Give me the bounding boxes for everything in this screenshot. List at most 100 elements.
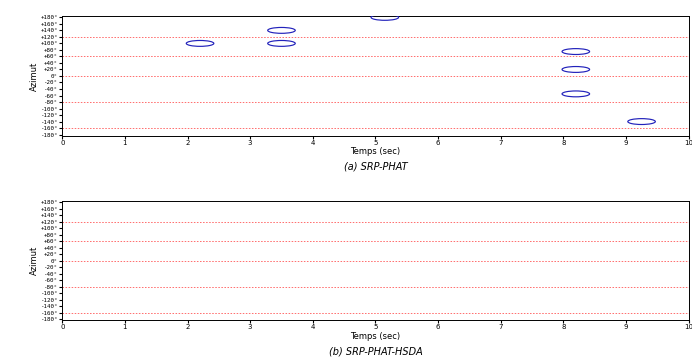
Point bbox=[358, 258, 370, 264]
Point bbox=[544, 284, 555, 289]
Point bbox=[306, 308, 317, 314]
Point bbox=[601, 71, 612, 77]
Point bbox=[492, 52, 503, 58]
Point bbox=[462, 220, 473, 226]
Point bbox=[461, 219, 472, 225]
Point bbox=[149, 217, 160, 223]
Point bbox=[104, 310, 116, 316]
Point bbox=[170, 126, 181, 132]
Point bbox=[655, 73, 666, 79]
Point bbox=[129, 124, 140, 130]
Point bbox=[260, 33, 271, 39]
Point bbox=[116, 310, 127, 316]
Point bbox=[363, 309, 374, 315]
Point bbox=[165, 73, 176, 79]
Point bbox=[432, 310, 444, 316]
Point bbox=[76, 33, 87, 39]
Point bbox=[94, 238, 105, 244]
Point bbox=[541, 312, 552, 318]
Point bbox=[101, 98, 112, 104]
Point bbox=[201, 238, 212, 244]
Point bbox=[451, 283, 462, 289]
Point bbox=[248, 258, 260, 264]
Point bbox=[507, 310, 518, 316]
Point bbox=[220, 285, 231, 291]
Point bbox=[503, 126, 514, 132]
Point bbox=[158, 284, 169, 290]
Point bbox=[466, 52, 477, 58]
Point bbox=[97, 75, 108, 81]
Point bbox=[646, 34, 657, 40]
Point bbox=[363, 34, 374, 40]
Point bbox=[202, 51, 213, 56]
Point bbox=[378, 284, 389, 290]
Point bbox=[235, 310, 246, 316]
Point bbox=[125, 312, 136, 317]
Point bbox=[496, 32, 507, 38]
Point bbox=[152, 99, 163, 105]
Point bbox=[673, 238, 684, 244]
Point bbox=[367, 73, 379, 79]
Point bbox=[459, 53, 471, 59]
Point bbox=[583, 310, 594, 316]
Point bbox=[493, 76, 504, 82]
Point bbox=[282, 35, 293, 40]
Point bbox=[441, 218, 453, 224]
Point bbox=[394, 218, 406, 224]
Point bbox=[442, 124, 453, 130]
Point bbox=[103, 239, 114, 245]
Point bbox=[244, 54, 255, 59]
Point bbox=[396, 217, 407, 223]
Point bbox=[405, 312, 416, 317]
Point bbox=[446, 123, 457, 129]
Point bbox=[606, 309, 617, 315]
Point bbox=[140, 309, 152, 315]
Point bbox=[183, 257, 194, 263]
Point bbox=[628, 218, 639, 224]
Point bbox=[228, 310, 239, 316]
Point bbox=[394, 285, 406, 291]
Point bbox=[114, 99, 125, 104]
Point bbox=[126, 33, 137, 39]
Point bbox=[646, 258, 657, 264]
Point bbox=[534, 310, 545, 316]
Point bbox=[168, 124, 179, 130]
Point bbox=[477, 309, 489, 315]
Point bbox=[321, 99, 332, 105]
Point bbox=[506, 73, 517, 79]
Point bbox=[236, 310, 247, 316]
Point bbox=[631, 309, 642, 315]
Point bbox=[245, 238, 256, 244]
Point bbox=[431, 258, 442, 264]
Point bbox=[145, 53, 156, 59]
Point bbox=[533, 217, 544, 223]
Point bbox=[123, 34, 134, 40]
Point bbox=[325, 310, 336, 316]
Point bbox=[181, 74, 192, 80]
Point bbox=[308, 74, 319, 79]
Point bbox=[202, 73, 213, 79]
Point bbox=[255, 98, 266, 104]
Point bbox=[102, 310, 113, 316]
Point bbox=[80, 309, 91, 315]
Point bbox=[230, 284, 242, 290]
Point bbox=[536, 52, 547, 58]
Point bbox=[614, 99, 626, 105]
Point bbox=[271, 237, 282, 243]
Point bbox=[298, 282, 309, 288]
Point bbox=[300, 98, 311, 104]
Point bbox=[408, 127, 419, 133]
Point bbox=[458, 219, 469, 225]
Point bbox=[616, 54, 627, 60]
Point bbox=[224, 74, 235, 80]
Point bbox=[148, 284, 159, 289]
Point bbox=[520, 257, 531, 263]
Point bbox=[304, 259, 316, 265]
Point bbox=[105, 74, 116, 79]
Point bbox=[372, 100, 383, 106]
Point bbox=[103, 123, 114, 129]
Point bbox=[113, 32, 124, 37]
Point bbox=[603, 126, 614, 132]
Point bbox=[417, 237, 428, 243]
Point bbox=[540, 259, 551, 265]
